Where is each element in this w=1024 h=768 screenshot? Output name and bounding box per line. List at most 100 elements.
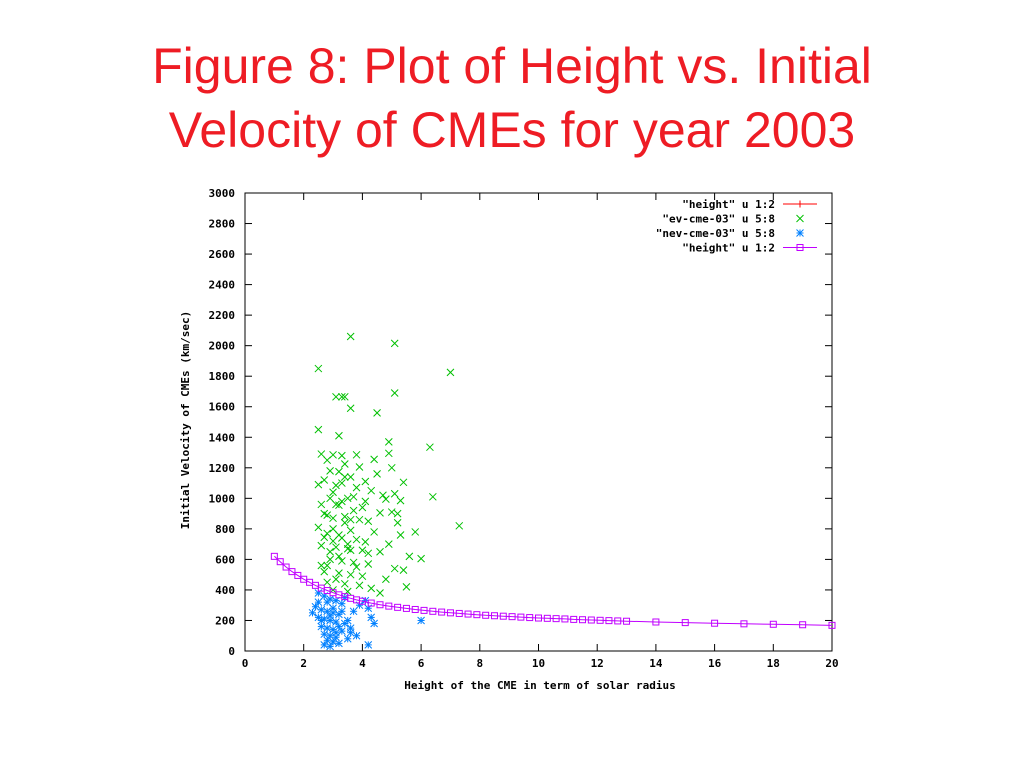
series-4-point xyxy=(499,612,507,620)
series-2-point xyxy=(384,540,393,548)
series-2-point xyxy=(393,509,402,518)
series-3-point xyxy=(326,612,334,620)
series-2-point xyxy=(352,563,361,571)
series-2-point xyxy=(390,389,399,397)
series-2-point xyxy=(335,552,343,561)
series-2-point xyxy=(358,572,367,581)
y-tick-label: 200 xyxy=(215,614,235,627)
series-3-point xyxy=(317,616,326,625)
series-2-point xyxy=(361,497,370,506)
series-2-point xyxy=(340,579,349,588)
series-2-point xyxy=(317,450,326,458)
series-2-point xyxy=(361,477,370,486)
y-tick-label: 2000 xyxy=(209,340,236,353)
series-2-point xyxy=(320,476,329,484)
series-4-point xyxy=(411,605,419,613)
series-2-point xyxy=(329,537,337,545)
y-tick-label: 2800 xyxy=(209,218,236,231)
y-tick-label: 600 xyxy=(215,553,235,566)
series-2-point xyxy=(335,569,343,577)
series-4-point xyxy=(288,568,296,576)
series-2-point xyxy=(352,535,361,544)
series-2-point xyxy=(402,583,411,591)
series-2-point xyxy=(411,528,420,536)
series-2-point xyxy=(379,491,387,500)
legend-marker-2 xyxy=(796,214,804,223)
series-2-point xyxy=(376,508,384,517)
series-2-point xyxy=(317,500,326,509)
legend-label-2: "ev-cme-03" u 5:8 xyxy=(662,213,775,226)
series-2-point xyxy=(349,558,358,567)
x-tick-label: 10 xyxy=(532,657,545,670)
series-2-point xyxy=(338,497,346,506)
series-2-point xyxy=(326,494,334,503)
series-2-point xyxy=(373,470,381,478)
series-4-point xyxy=(517,613,525,621)
x-tick-label: 16 xyxy=(708,657,722,670)
series-2-point xyxy=(373,408,381,417)
series-2-point xyxy=(358,503,367,512)
y-tick-label: 2200 xyxy=(209,309,236,322)
series-2-point xyxy=(332,481,340,490)
x-tick-label: 18 xyxy=(767,657,780,670)
series-3-point xyxy=(367,613,376,622)
series-2-point xyxy=(314,480,323,489)
series-3-point xyxy=(338,627,346,636)
series-2-point xyxy=(405,552,414,561)
series-2-point xyxy=(335,431,343,440)
series-3-point xyxy=(335,622,343,631)
y-axis-title: Initial Velocity of CMEs (km/sec) xyxy=(179,311,192,530)
series-2-point xyxy=(349,506,358,515)
series-2-point xyxy=(370,528,378,536)
series-2-point xyxy=(340,460,349,468)
series-2-point xyxy=(340,512,349,521)
slide-title: Figure 8: Plot of Height vs. Initial Vel… xyxy=(0,34,1024,162)
series-3-point xyxy=(317,605,326,614)
series-4-point xyxy=(526,614,534,622)
series-2-point xyxy=(399,566,408,574)
series-2-point xyxy=(387,508,396,516)
series-2-point xyxy=(364,549,373,558)
series-3-point xyxy=(364,641,373,649)
series-4-point xyxy=(623,617,631,625)
series-4-point xyxy=(652,618,660,626)
series-4-point xyxy=(769,620,777,628)
series-4-point xyxy=(828,621,836,629)
series-2-point xyxy=(346,515,355,524)
series-3-point xyxy=(323,598,332,607)
series-2-point xyxy=(393,518,402,527)
series-2-point xyxy=(323,456,332,465)
series-4-point xyxy=(429,607,437,615)
series-3-point xyxy=(346,624,355,632)
series-2-point xyxy=(361,537,370,546)
series-3-point xyxy=(343,616,352,625)
series-4-point xyxy=(605,617,613,625)
legend-label-3: "nev-cme-03" u 5:8 xyxy=(656,227,775,240)
series-2-point xyxy=(387,463,396,472)
series-3-point xyxy=(323,624,332,632)
series-4-point xyxy=(438,608,446,616)
series-2-point xyxy=(323,578,332,587)
series-4-point xyxy=(681,619,689,627)
series-4-point xyxy=(420,606,428,614)
y-tick-label: 1800 xyxy=(209,370,236,383)
series-2 xyxy=(314,332,464,597)
series-2-point xyxy=(376,547,384,556)
series-2-point xyxy=(349,492,358,501)
series-3-point xyxy=(329,604,337,613)
series-2-point xyxy=(367,584,376,593)
series-2-point xyxy=(364,517,373,526)
series-2-point xyxy=(320,567,329,576)
series-2-point xyxy=(358,546,367,555)
series-2-point xyxy=(320,509,329,518)
y-tick-label: 3000 xyxy=(209,187,236,200)
series-2-point xyxy=(426,443,434,452)
x-tick-label: 0 xyxy=(242,657,249,670)
series-2-point xyxy=(323,561,332,570)
y-tick-label: 1000 xyxy=(209,492,236,505)
series-2-point xyxy=(332,543,340,552)
series-2-point xyxy=(390,489,399,498)
series-4-point xyxy=(376,601,384,609)
series-2-point xyxy=(340,518,349,527)
